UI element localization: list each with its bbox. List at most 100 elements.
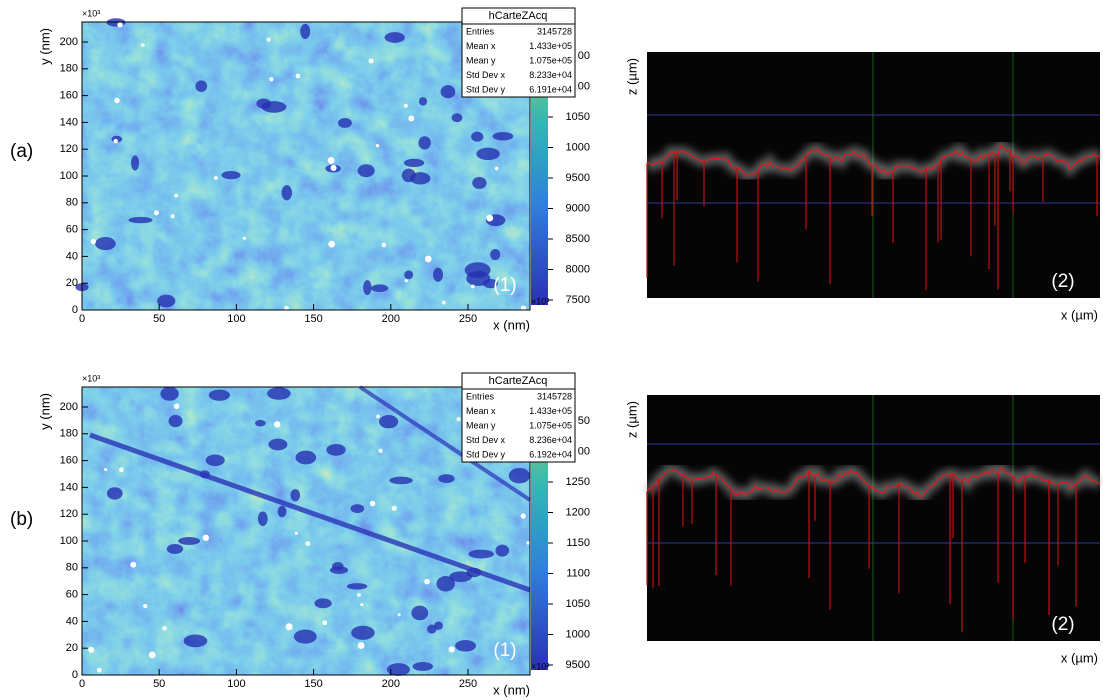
panel-label: (a) [10, 141, 33, 162]
axis-multiplier: ×10³ [82, 373, 100, 383]
defect [411, 605, 429, 621]
defect [471, 131, 484, 142]
y-axis-label: y (nm) [37, 28, 52, 65]
defect-spot [376, 414, 380, 419]
z-tick-label: 1050 [566, 598, 590, 610]
stats-key: Entries [466, 26, 495, 36]
map-tag: (1) [493, 275, 516, 296]
defect-spot [174, 193, 178, 198]
x-tick-label: 0 [79, 678, 85, 690]
x-axis-label: x (µm) [1061, 307, 1098, 322]
defect-spot [88, 646, 95, 653]
x-tick-label: 150 [304, 678, 322, 690]
y-axis-label: z (µm) [624, 58, 639, 95]
x-axis-label: x (µm) [1061, 650, 1098, 665]
heat-map [82, 22, 530, 310]
y-tick-label: 40 [66, 250, 78, 262]
y-tick-label: 100 [60, 170, 78, 182]
defect [257, 511, 268, 526]
defect [464, 262, 491, 278]
defect [433, 267, 444, 282]
defect-spot [104, 467, 108, 472]
defect [106, 487, 123, 500]
defect [195, 80, 208, 92]
plot-frame [81, 21, 531, 311]
defect [451, 113, 463, 123]
x-tick-label: 200 [382, 313, 400, 325]
defect [404, 270, 414, 280]
defect [389, 476, 413, 485]
defect-spot [391, 505, 397, 511]
defect [418, 97, 428, 106]
defect [314, 598, 332, 609]
defect-spot [114, 97, 120, 104]
defect-spot [375, 143, 380, 148]
z-tick-label: 7500 [566, 294, 590, 306]
defect-spot [327, 156, 335, 164]
z-tick-label: 1000 [566, 141, 590, 153]
defect [427, 624, 437, 634]
defect-spot [408, 115, 415, 122]
defect-spot [470, 284, 475, 289]
stats-key: Mean x [466, 406, 496, 416]
defect [357, 164, 375, 178]
defect-spot [162, 626, 167, 631]
y-tick-label: 0 [72, 304, 78, 316]
defect-spot [141, 43, 145, 47]
defect-spot [305, 541, 311, 546]
defect-spot [119, 467, 124, 473]
x-tick-label: 250 [459, 313, 477, 325]
y-tick-label: 180 [60, 428, 78, 440]
defect [436, 575, 455, 592]
defect-spot [369, 500, 376, 507]
scratch [358, 385, 532, 502]
y-tick-label: 180 [60, 63, 78, 75]
z-tick-label: 9500 [566, 172, 590, 184]
defect [412, 662, 434, 671]
y-axis-label: z (µm) [624, 401, 639, 438]
z-tick-label: 8500 [566, 233, 590, 245]
z-tick-label: 9500 [566, 659, 590, 671]
x-tick-label: 50 [153, 313, 165, 325]
z-tick-label: 1050 [566, 111, 590, 123]
defect [332, 562, 344, 571]
defect [295, 450, 317, 465]
stats-key: Std Dev y [466, 84, 506, 94]
plot-frame [81, 386, 531, 676]
y-tick-label: 80 [66, 197, 78, 209]
y-tick-label: 80 [66, 562, 78, 574]
z-tick-label: 1150 [566, 537, 590, 549]
defect-spot [153, 210, 159, 216]
defect-spot [269, 77, 274, 82]
stats-key: Std Dev y [466, 449, 506, 459]
defect [221, 170, 241, 180]
x-tick-label: 100 [227, 313, 245, 325]
defect-spot [266, 37, 271, 42]
y-tick-label: 0 [72, 669, 78, 681]
defect [378, 415, 399, 429]
z-multiplier: ×10³ [531, 296, 549, 306]
stats-value: 1.433e+05 [529, 406, 572, 416]
defect-spot [520, 513, 526, 519]
defect [254, 419, 266, 427]
stats-key: Std Dev x [466, 435, 506, 445]
axis-multiplier: ×10³ [82, 8, 100, 18]
defect-spot [148, 651, 156, 659]
defect [160, 386, 179, 401]
defect-spot [397, 613, 401, 617]
defect [268, 438, 288, 451]
z-tick-label: 00 [578, 50, 590, 62]
defect [492, 132, 514, 141]
defect-spot [96, 667, 102, 673]
defect-spot [242, 236, 246, 240]
defect-spot [328, 240, 336, 248]
defect [410, 172, 431, 185]
z-tick-label: 50 [578, 415, 590, 427]
defect [403, 158, 425, 168]
stats-value: 6.192e+04 [529, 449, 572, 459]
y-tick-label: 20 [66, 277, 78, 289]
defect-spot [284, 305, 289, 311]
x-tick-label: 200 [382, 678, 400, 690]
defect-spot [213, 176, 218, 180]
